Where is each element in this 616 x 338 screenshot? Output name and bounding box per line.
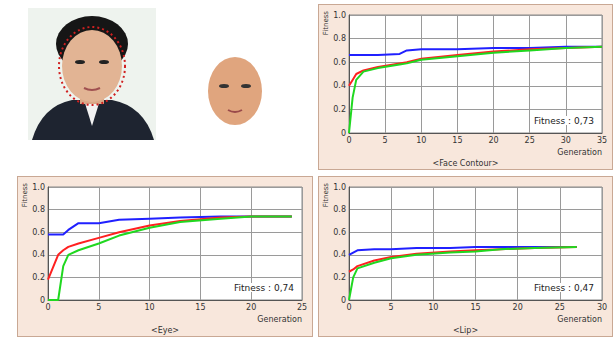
svg-text:25: 25 [297,303,307,312]
svg-text:0: 0 [346,136,351,145]
svg-text:<Eye>: <Eye> [151,326,179,335]
svg-text:<Lip>: <Lip> [453,326,478,335]
svg-text:25: 25 [555,303,565,312]
svg-text:0.8: 0.8 [333,34,346,43]
svg-text:0.4: 0.4 [333,81,346,90]
svg-text:Fitness: Fitness [322,183,330,208]
svg-text:0.6: 0.6 [32,228,45,237]
svg-text:10: 10 [416,136,426,145]
svg-text:1.0: 1.0 [333,11,346,20]
svg-text:15: 15 [195,303,205,312]
svg-text:30: 30 [561,136,571,145]
svg-text:0: 0 [40,296,45,305]
svg-text:Fitness : 0,74: Fitness : 0,74 [234,283,294,293]
svg-text:25: 25 [525,136,535,145]
svg-text:0.8: 0.8 [333,205,346,214]
svg-text:<Face Contour>: <Face Contour> [433,159,499,168]
svg-text:0: 0 [341,296,346,305]
svg-text:5: 5 [389,303,394,312]
svg-text:0.8: 0.8 [32,205,45,214]
svg-text:Fitness: Fitness [322,11,330,36]
svg-text:0: 0 [346,303,351,312]
svg-text:Fitness : 0,73: Fitness : 0,73 [534,116,594,126]
svg-text:0.2: 0.2 [32,273,45,282]
svg-text:Fitness: Fitness [21,183,29,208]
svg-text:15: 15 [452,136,462,145]
svg-text:Generation: Generation [557,148,602,157]
svg-text:0.2: 0.2 [333,273,346,282]
svg-text:0.6: 0.6 [333,228,346,237]
svg-text:Fitness : 0,47: Fitness : 0,47 [534,283,594,293]
svg-text:10: 10 [145,303,155,312]
svg-text:20: 20 [513,303,523,312]
svg-text:0.2: 0.2 [333,105,346,114]
svg-text:15: 15 [470,303,480,312]
svg-text:Generation: Generation [557,315,602,324]
svg-text:Generation: Generation [257,315,302,324]
svg-text:35: 35 [597,136,607,145]
svg-text:5: 5 [96,303,101,312]
svg-text:1.0: 1.0 [32,183,45,192]
svg-text:0.4: 0.4 [333,250,346,259]
svg-text:0: 0 [45,303,50,312]
svg-text:0.4: 0.4 [32,250,45,259]
svg-text:0: 0 [341,129,346,138]
svg-text:1.0: 1.0 [333,183,346,192]
svg-text:20: 20 [246,303,256,312]
svg-text:30: 30 [597,303,607,312]
svg-text:5: 5 [383,136,388,145]
svg-text:10: 10 [428,303,438,312]
svg-text:20: 20 [488,136,498,145]
svg-text:0.6: 0.6 [333,58,346,67]
